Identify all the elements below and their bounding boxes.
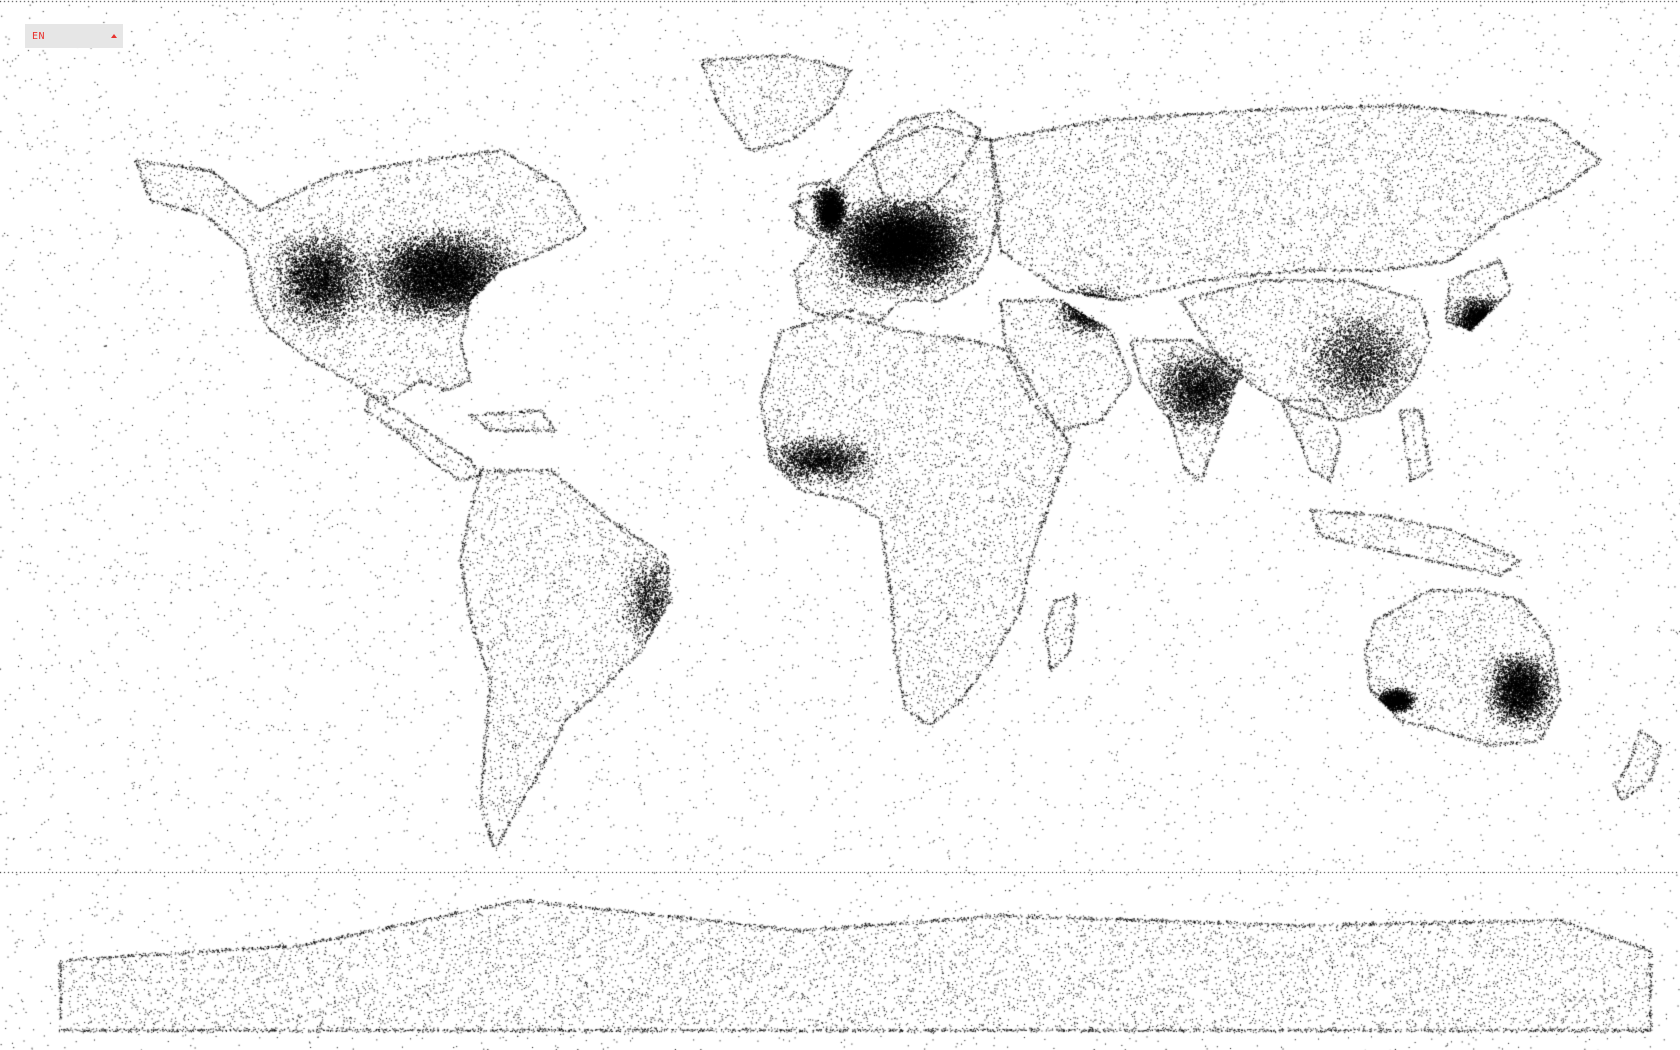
caret-up-icon: [111, 33, 117, 38]
language-selector[interactable]: EN: [25, 24, 123, 48]
language-selector-value: EN: [32, 30, 46, 42]
